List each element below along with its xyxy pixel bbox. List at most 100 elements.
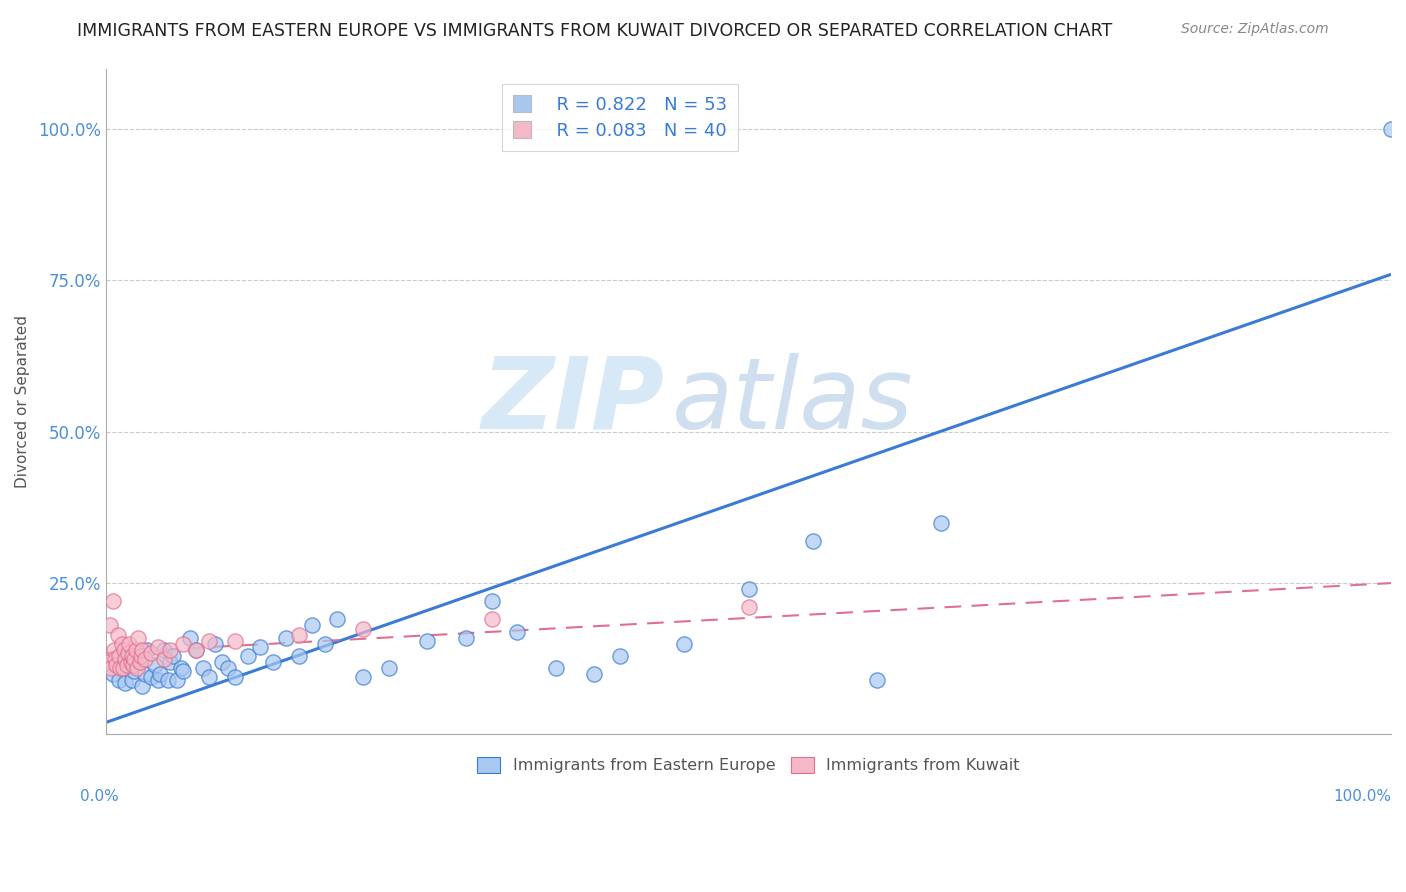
Point [217, 661, 239, 675]
Point [114, 652, 136, 666]
Point [801, 533, 824, 548]
Point [166, 673, 188, 687]
Point [204, 637, 226, 651]
Point [162, 648, 184, 663]
Point [107, 627, 129, 641]
Point [118, 648, 141, 663]
Point [146, 640, 169, 654]
Point [609, 648, 631, 663]
Point [314, 637, 336, 651]
Point [931, 516, 953, 530]
Point [117, 646, 139, 660]
Point [98, 618, 121, 632]
Point [125, 642, 148, 657]
Point [288, 627, 311, 641]
Point [1379, 122, 1402, 136]
Point [184, 642, 207, 657]
Point [118, 637, 141, 651]
Point [172, 664, 194, 678]
Point [104, 652, 127, 666]
Point [378, 661, 401, 675]
Point [673, 637, 696, 651]
Point [583, 666, 606, 681]
Point [416, 633, 439, 648]
Text: ZIP: ZIP [482, 353, 665, 450]
Point [352, 622, 374, 636]
Point [131, 642, 153, 657]
Point [481, 594, 503, 608]
Point [122, 657, 145, 672]
Text: Source: ZipAtlas.com: Source: ZipAtlas.com [1181, 22, 1329, 37]
Point [326, 612, 349, 626]
Point [143, 657, 166, 672]
Point [127, 631, 149, 645]
Point [288, 648, 311, 663]
Point [191, 661, 214, 675]
Point [110, 661, 132, 675]
Point [134, 666, 156, 681]
Point [454, 631, 477, 645]
Point [128, 655, 150, 669]
Point [224, 670, 246, 684]
Point [506, 624, 529, 639]
Point [108, 648, 131, 663]
Point [198, 633, 221, 648]
Point [111, 661, 134, 675]
Point [481, 612, 503, 626]
Point [179, 631, 201, 645]
Point [127, 655, 149, 669]
Point [153, 642, 176, 657]
Point [249, 640, 271, 654]
Point [184, 642, 207, 657]
Point [149, 666, 172, 681]
Point [153, 652, 176, 666]
Point [737, 582, 759, 596]
Point [211, 655, 233, 669]
Point [141, 670, 163, 684]
Point [120, 655, 142, 669]
Point [110, 637, 132, 651]
Point [134, 652, 156, 666]
Point [131, 679, 153, 693]
Point [301, 618, 323, 632]
Point [101, 594, 124, 608]
Point [156, 673, 179, 687]
Point [105, 657, 128, 672]
Text: atlas: atlas [672, 353, 912, 450]
Point [115, 657, 138, 672]
Text: IMMIGRANTS FROM EASTERN EUROPE VS IMMIGRANTS FROM KUWAIT DIVORCED OR SEPARATED C: IMMIGRANTS FROM EASTERN EUROPE VS IMMIGR… [77, 22, 1112, 40]
Point [737, 600, 759, 615]
Y-axis label: Divorced or Separated: Divorced or Separated [15, 315, 30, 488]
Point [224, 633, 246, 648]
Point [352, 670, 374, 684]
Text: 100.0%: 100.0% [1333, 789, 1391, 804]
Point [125, 661, 148, 675]
Point [172, 637, 194, 651]
Point [159, 642, 181, 657]
Point [141, 646, 163, 660]
Point [100, 661, 122, 675]
Point [236, 648, 259, 663]
Point [114, 676, 136, 690]
Point [110, 661, 132, 675]
Point [103, 642, 125, 657]
Point [112, 642, 135, 657]
Point [159, 655, 181, 669]
Point [198, 670, 221, 684]
Point [121, 648, 143, 663]
Point [170, 661, 193, 675]
Point [136, 642, 159, 657]
Point [121, 673, 143, 687]
Point [146, 673, 169, 687]
Point [108, 673, 131, 687]
Point [124, 652, 146, 666]
Point [97, 655, 120, 669]
Legend:   R = 0.822   N = 53,   R = 0.083   N = 40: R = 0.822 N = 53, R = 0.083 N = 40 [502, 84, 738, 151]
Text: 0.0%: 0.0% [80, 789, 120, 804]
Point [101, 666, 124, 681]
Point [866, 673, 889, 687]
Point [544, 661, 567, 675]
Point [129, 648, 152, 663]
Point [124, 664, 146, 678]
Point [262, 655, 284, 669]
